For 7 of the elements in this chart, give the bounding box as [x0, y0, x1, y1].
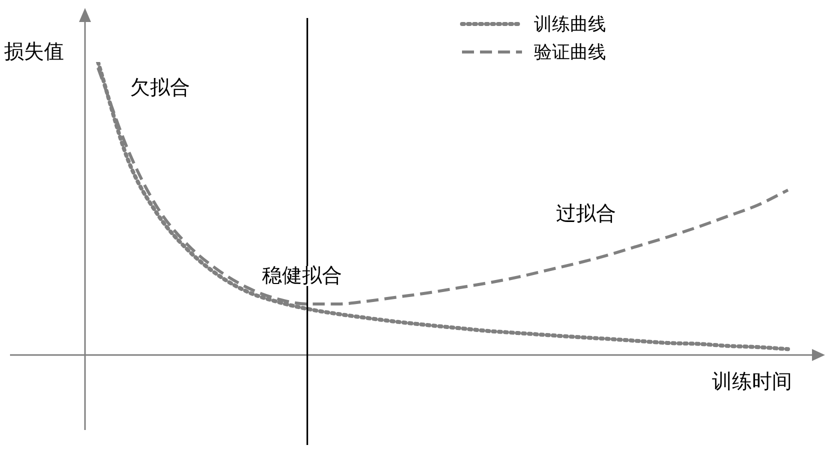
annotation: 欠拟合 [130, 77, 190, 99]
legend-label: 训练曲线 [534, 13, 606, 36]
annotation: 稳健拟合 [262, 265, 342, 287]
legend-label: 验证曲线 [534, 41, 606, 64]
x-axis-title: 训练时间 [712, 371, 792, 393]
annotation: 过拟合 [556, 203, 616, 225]
y-axis-title: 损失值 [4, 41, 64, 63]
